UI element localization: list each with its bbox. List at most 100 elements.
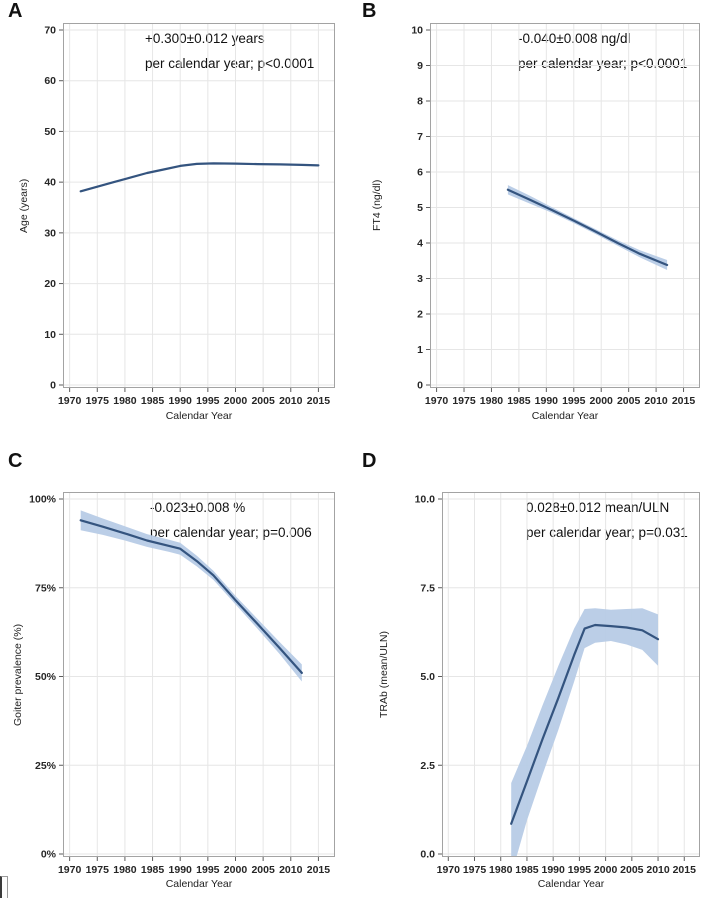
svg-text:1980: 1980 bbox=[113, 395, 137, 407]
panel-d-annotation-line2: per calendar year; p=0.031 bbox=[526, 525, 688, 540]
svg-text:0%: 0% bbox=[41, 849, 57, 861]
svg-text:7: 7 bbox=[417, 131, 423, 143]
svg-text:1980: 1980 bbox=[480, 395, 504, 407]
svg-text:2015: 2015 bbox=[673, 864, 697, 876]
panel-a-annotation: +0.300±0.012 years per calendar year; p<… bbox=[145, 26, 314, 76]
cropped-edge-artifact bbox=[0, 876, 8, 898]
panel-a-y-axis-title: Age (years) bbox=[18, 178, 30, 233]
panel-d: D 0.028±0.012 mean/ULN per calendar year… bbox=[354, 440, 708, 898]
svg-text:7.5: 7.5 bbox=[420, 582, 435, 594]
svg-text:1995: 1995 bbox=[568, 864, 592, 876]
svg-text:2010: 2010 bbox=[279, 395, 303, 407]
svg-text:1990: 1990 bbox=[169, 395, 193, 407]
svg-text:25%: 25% bbox=[35, 760, 57, 772]
svg-text:2015: 2015 bbox=[307, 864, 331, 876]
svg-text:70: 70 bbox=[44, 25, 56, 37]
svg-text:30: 30 bbox=[44, 227, 56, 239]
svg-text:6: 6 bbox=[417, 167, 423, 179]
svg-text:10.0: 10.0 bbox=[415, 494, 436, 506]
svg-text:75%: 75% bbox=[35, 582, 57, 594]
svg-text:1990: 1990 bbox=[169, 864, 193, 876]
panel-a-annotation-line2: per calendar year; p<0.0001 bbox=[145, 56, 315, 71]
panel-b-y-axis-title: FT4 (ng/dl) bbox=[371, 179, 383, 232]
panel-c-y-axis-title: Goiter prevalence (%) bbox=[12, 623, 24, 726]
svg-text:9: 9 bbox=[417, 60, 423, 72]
svg-text:2010: 2010 bbox=[279, 864, 303, 876]
svg-text:20: 20 bbox=[44, 278, 56, 290]
svg-text:1975: 1975 bbox=[452, 395, 476, 407]
panel-a-letter: A bbox=[8, 0, 23, 22]
panel-c-annotation-line2: per calendar year; p=0.006 bbox=[150, 525, 312, 540]
svg-text:2005: 2005 bbox=[617, 395, 641, 407]
svg-text:1970: 1970 bbox=[58, 864, 82, 876]
svg-text:1970: 1970 bbox=[58, 395, 82, 407]
panel-b: B -0.040±0.008 ng/dl per calendar year; … bbox=[354, 0, 708, 440]
svg-text:2010: 2010 bbox=[644, 395, 668, 407]
svg-text:1990: 1990 bbox=[541, 864, 565, 876]
svg-text:1980: 1980 bbox=[489, 864, 513, 876]
svg-text:1: 1 bbox=[417, 344, 423, 356]
svg-text:0: 0 bbox=[50, 380, 56, 392]
panel-a-annotation-line1: +0.300±0.012 years bbox=[145, 31, 265, 46]
svg-text:8: 8 bbox=[417, 96, 423, 108]
panel-d-annotation-line1: 0.028±0.012 mean/ULN bbox=[526, 500, 670, 515]
svg-text:1995: 1995 bbox=[196, 395, 220, 407]
svg-text:1985: 1985 bbox=[141, 395, 165, 407]
svg-text:2000: 2000 bbox=[224, 864, 248, 876]
panel-d-y-axis-title: TRAb (mean/ULN) bbox=[378, 631, 390, 718]
panel-a-x-axis-title: Calendar Year bbox=[165, 410, 233, 422]
svg-text:2005: 2005 bbox=[251, 864, 275, 876]
svg-text:1975: 1975 bbox=[86, 864, 110, 876]
panel-c-annotation: -0.023±0.008 % per calendar year; p=0.00… bbox=[150, 495, 312, 545]
svg-text:60: 60 bbox=[44, 75, 56, 87]
svg-text:3: 3 bbox=[417, 273, 423, 285]
svg-text:5.0: 5.0 bbox=[420, 671, 435, 683]
svg-text:1970: 1970 bbox=[425, 395, 449, 407]
svg-text:1975: 1975 bbox=[86, 395, 110, 407]
panel-a: A +0.300±0.012 years per calendar year; … bbox=[0, 0, 354, 440]
svg-text:2000: 2000 bbox=[590, 395, 614, 407]
panel-a-plot: 0 10 20 30 40 50 60 70 1970 1975 1980 1985 1990 1995 2… bbox=[44, 23, 335, 407]
panel-c-annotation-line1: -0.023±0.008 % bbox=[150, 500, 246, 515]
svg-text:1995: 1995 bbox=[196, 864, 220, 876]
panel-b-x-axis-title: Calendar Year bbox=[531, 410, 599, 422]
svg-text:2: 2 bbox=[417, 309, 423, 321]
svg-text:2005: 2005 bbox=[251, 395, 275, 407]
svg-text:2015: 2015 bbox=[307, 395, 331, 407]
panel-c-plot: 0% 25% 50% 75% 100% 1970 1975 1980 1985 1990 1995 2… bbox=[29, 492, 335, 876]
svg-text:1990: 1990 bbox=[535, 395, 559, 407]
svg-text:100%: 100% bbox=[29, 494, 57, 506]
svg-text:1975: 1975 bbox=[463, 864, 487, 876]
panel-c: C -0.023±0.008 % per calendar year; p=0.… bbox=[0, 440, 354, 898]
svg-text:1985: 1985 bbox=[507, 395, 531, 407]
panel-d-x-axis-title: Calendar Year bbox=[537, 878, 605, 890]
panel-d-plot: 0.0 2.5 5.0 7.5 10.0 1970 1975 1980 1985 1990 1995… bbox=[415, 492, 700, 876]
svg-text:2000: 2000 bbox=[594, 864, 618, 876]
svg-text:1980: 1980 bbox=[113, 864, 137, 876]
svg-text:40: 40 bbox=[44, 177, 56, 189]
svg-text:0.0: 0.0 bbox=[420, 849, 435, 861]
svg-text:0: 0 bbox=[417, 380, 423, 392]
svg-text:2010: 2010 bbox=[646, 864, 670, 876]
panel-d-annotation: 0.028±0.012 mean/ULN per calendar year; … bbox=[526, 495, 688, 545]
svg-text:50: 50 bbox=[44, 126, 56, 138]
panel-b-plot: 0 1 2 3 4 5 6 7 8 9 10 1970 1975 1980 1985 1990 1995 2000… bbox=[411, 23, 700, 407]
svg-text:50%: 50% bbox=[35, 671, 57, 683]
svg-text:2015: 2015 bbox=[672, 395, 696, 407]
svg-text:10: 10 bbox=[411, 25, 423, 37]
svg-text:2000: 2000 bbox=[224, 395, 248, 407]
panel-c-x-axis-title: Calendar Year bbox=[165, 878, 233, 890]
svg-text:1995: 1995 bbox=[562, 395, 586, 407]
svg-text:10: 10 bbox=[44, 329, 56, 341]
svg-text:1970: 1970 bbox=[437, 864, 461, 876]
svg-text:2.5: 2.5 bbox=[420, 760, 435, 772]
panel-d-letter: D bbox=[362, 450, 377, 472]
svg-text:2005: 2005 bbox=[620, 864, 644, 876]
svg-text:4: 4 bbox=[417, 238, 423, 250]
svg-text:1985: 1985 bbox=[141, 864, 165, 876]
svg-text:1985: 1985 bbox=[515, 864, 539, 876]
panel-b-annotation-line2: per calendar year; p<0.0001 bbox=[518, 56, 688, 71]
panel-b-letter: B bbox=[362, 0, 377, 22]
panel-c-letter: C bbox=[8, 450, 23, 472]
